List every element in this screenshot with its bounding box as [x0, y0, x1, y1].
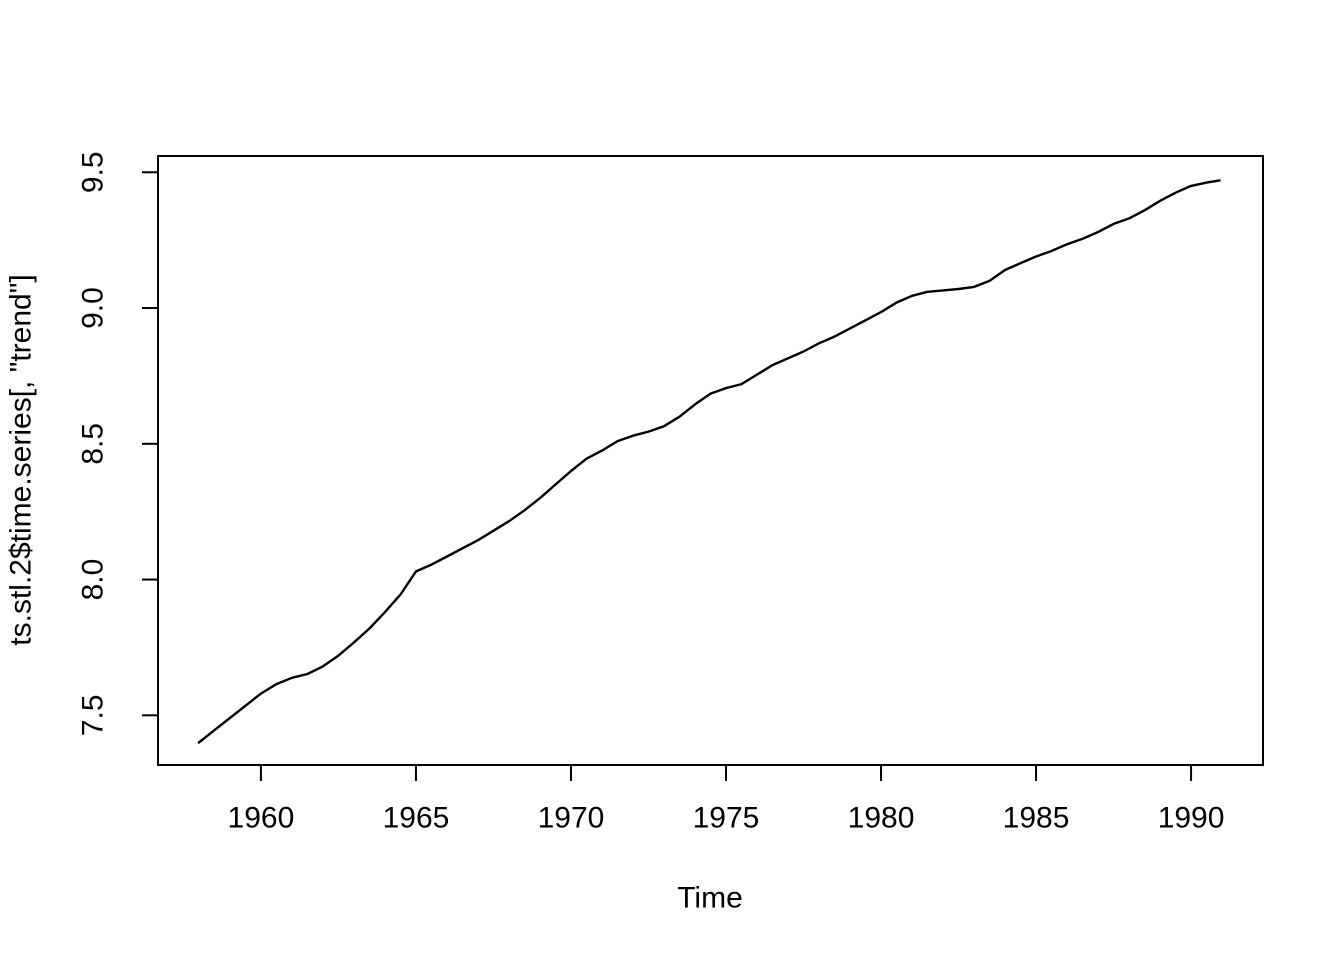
plot-border [157, 155, 1264, 766]
x-tick-label: 1985 [1003, 802, 1070, 835]
x-axis-title: Time [677, 882, 743, 915]
x-tick-label: 1980 [848, 802, 915, 835]
trend-line [197, 179, 1221, 744]
x-tick-label: 1970 [538, 802, 605, 835]
x-tick-label: 1975 [693, 802, 760, 835]
x-tick-label: 1960 [228, 802, 295, 835]
y-tick-label: 9.0 [77, 287, 110, 329]
y-tick-label: 9.5 [77, 151, 110, 193]
y-tick-label: 8.5 [77, 423, 110, 465]
y-axis-title: ts.stl.2$time.series[, "trend"] [5, 274, 38, 645]
y-tick-label: 8.0 [77, 559, 110, 601]
x-tick-label: 1965 [383, 802, 450, 835]
y-tick-label: 7.5 [77, 694, 110, 736]
x-tick-label: 1990 [1158, 802, 1225, 835]
